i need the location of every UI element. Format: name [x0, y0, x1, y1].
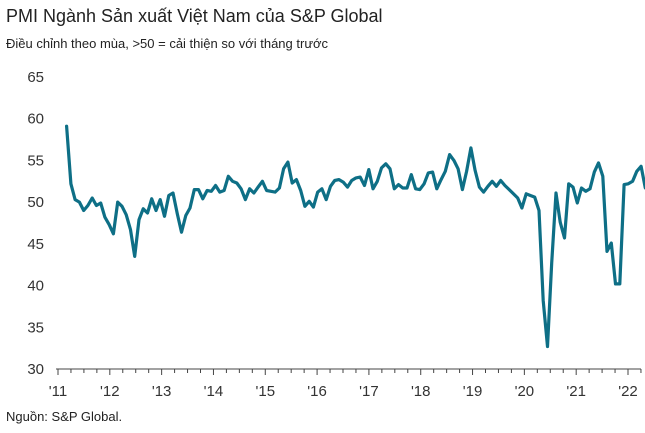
x-tick-label: '16 — [307, 383, 327, 400]
y-tick-label: 55 — [27, 152, 44, 169]
x-tick-label: '17 — [359, 383, 379, 400]
y-tick-label: 45 — [27, 236, 44, 253]
y-tick-label: 60 — [27, 111, 44, 128]
x-tick-label: '11 — [49, 383, 67, 400]
y-tick-label: 35 — [27, 319, 44, 336]
x-tick-label: '14 — [204, 383, 224, 400]
chart-subtitle: Điều chỉnh theo mùa, >50 = cải thiện so … — [6, 36, 329, 51]
x-tick-label: '22 — [618, 383, 638, 400]
y-tick-label: 65 — [27, 69, 44, 86]
x-tick-label: '19 — [463, 383, 483, 400]
x-tick-label: '13 — [152, 383, 172, 400]
y-tick-label: 40 — [27, 278, 44, 295]
x-axis: '11 '12 '13 '14 '15 '16 '17 '18 '19 '20 '21 '22 — [49, 368, 642, 400]
x-tick-label: '18 — [411, 383, 431, 400]
x-tick-label: '21 — [566, 383, 586, 400]
pmi-series-line — [65, 124, 645, 349]
x-tick-label: '20 — [515, 383, 535, 400]
x-tick-label: '12 — [100, 383, 120, 400]
chart-source: Nguồn: S&P Global. — [6, 409, 123, 424]
chart-title: PMI Ngành Sản xuất Việt Nam của S&P Glob… — [6, 6, 383, 26]
y-axis: 30 35 40 45 50 55 60 65 — [27, 69, 44, 378]
y-tick-label: 50 — [27, 194, 44, 211]
y-tick-label: 30 — [27, 361, 44, 378]
x-tick-label: '15 — [255, 383, 275, 400]
